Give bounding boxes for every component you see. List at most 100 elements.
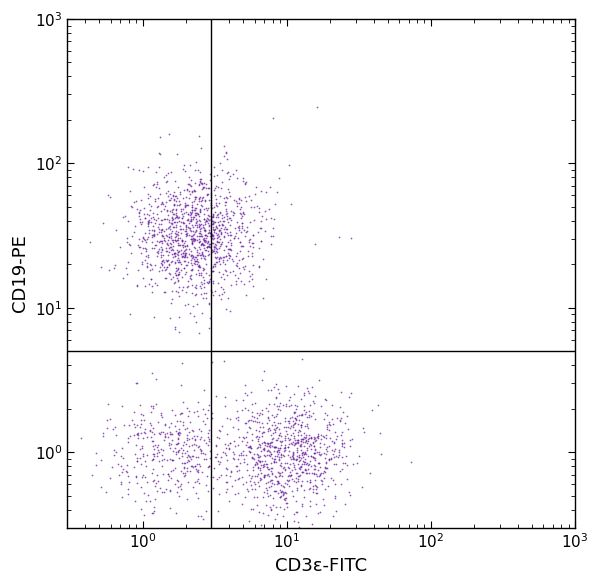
Point [224, 188, 234, 197]
Point [134, 240, 143, 250]
Point [284, 435, 294, 445]
Point [147, 455, 157, 464]
Point [187, 234, 196, 244]
Point [173, 263, 183, 272]
Point [140, 203, 149, 212]
Point [197, 202, 207, 211]
Point [296, 437, 306, 446]
Point [188, 239, 197, 248]
Point [172, 212, 181, 221]
Point [119, 464, 128, 473]
Point [198, 183, 208, 192]
Point [310, 462, 320, 471]
Point [260, 441, 270, 450]
Point [300, 421, 310, 431]
Point [186, 176, 196, 185]
Point [331, 492, 340, 501]
Point [208, 234, 217, 244]
Point [184, 456, 194, 466]
Point [304, 412, 313, 421]
Point [302, 438, 311, 447]
Point [269, 458, 278, 467]
Point [304, 442, 314, 451]
Point [286, 431, 296, 440]
Point [296, 481, 305, 490]
Point [187, 231, 197, 241]
Point [224, 496, 234, 506]
Point [212, 257, 221, 267]
Point [180, 424, 190, 434]
Point [324, 420, 334, 429]
Point [167, 207, 177, 217]
Point [138, 234, 148, 243]
Point [258, 508, 268, 517]
Point [268, 500, 278, 510]
Point [232, 461, 241, 471]
Point [194, 165, 203, 175]
Point [196, 216, 205, 226]
Point [143, 258, 152, 268]
Point [231, 165, 241, 175]
Point [170, 251, 179, 261]
Point [102, 415, 112, 425]
Point [187, 288, 197, 298]
Point [288, 451, 298, 460]
Point [204, 195, 214, 205]
Point [247, 408, 257, 417]
Point [268, 411, 277, 420]
Point [299, 468, 308, 477]
Point [221, 251, 230, 260]
Point [200, 226, 210, 236]
Point [226, 215, 236, 224]
Point [314, 448, 324, 457]
Point [298, 434, 308, 443]
Point [166, 418, 176, 428]
Point [244, 446, 254, 455]
Point [163, 255, 172, 264]
Point [321, 457, 331, 466]
Point [193, 217, 202, 226]
Point [166, 473, 176, 483]
Point [329, 452, 339, 462]
Point [256, 408, 265, 418]
Point [185, 273, 195, 282]
Point [196, 289, 206, 298]
Point [211, 217, 220, 227]
Point [170, 411, 180, 420]
Point [313, 431, 323, 440]
Point [223, 230, 233, 240]
Point [151, 278, 160, 287]
Point [220, 392, 230, 401]
Point [281, 440, 290, 449]
Point [316, 431, 326, 440]
Point [161, 230, 171, 239]
Point [155, 132, 165, 141]
Point [177, 253, 187, 262]
Point [167, 226, 177, 236]
Point [291, 439, 301, 448]
Point [352, 458, 362, 468]
Point [231, 279, 241, 288]
Point [170, 200, 179, 210]
Point [306, 461, 316, 471]
Point [200, 236, 210, 245]
Point [181, 207, 191, 217]
Point [197, 231, 206, 241]
Point [280, 443, 289, 452]
Point [179, 239, 189, 248]
Point [142, 450, 152, 459]
Point [136, 219, 145, 229]
Point [184, 406, 193, 415]
Point [169, 195, 178, 205]
Point [126, 248, 136, 258]
Point [293, 419, 303, 428]
Point [308, 482, 317, 491]
Point [101, 487, 111, 496]
Point [169, 217, 179, 227]
Point [272, 509, 281, 519]
Point [196, 226, 205, 235]
Point [225, 235, 235, 244]
Point [346, 389, 355, 398]
Point [195, 174, 205, 183]
Point [249, 449, 259, 458]
